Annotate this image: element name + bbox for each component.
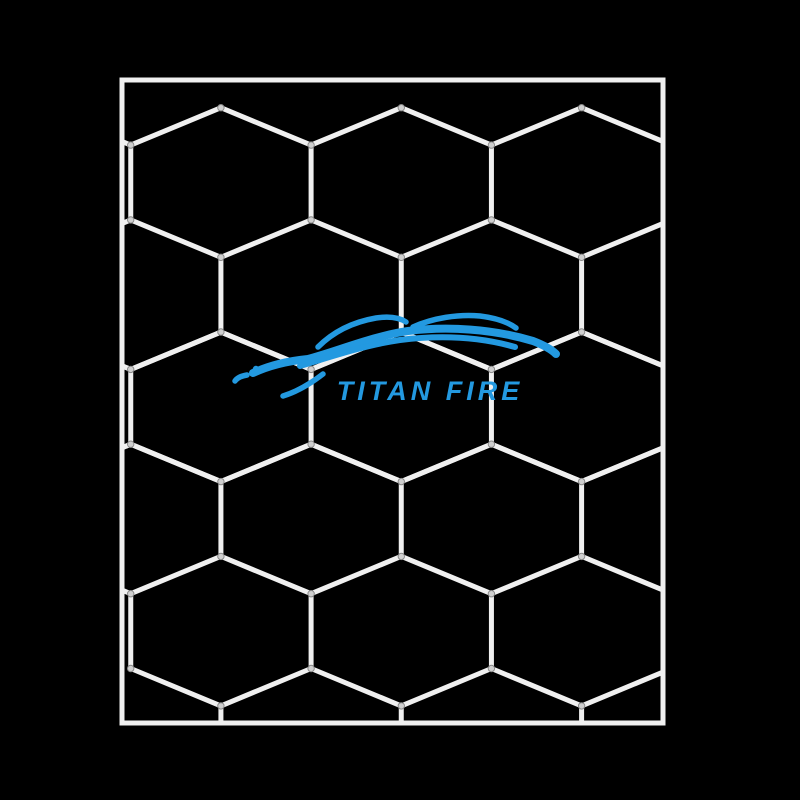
svg-text:TITAN FIRE: TITAN FIRE: [337, 376, 523, 406]
